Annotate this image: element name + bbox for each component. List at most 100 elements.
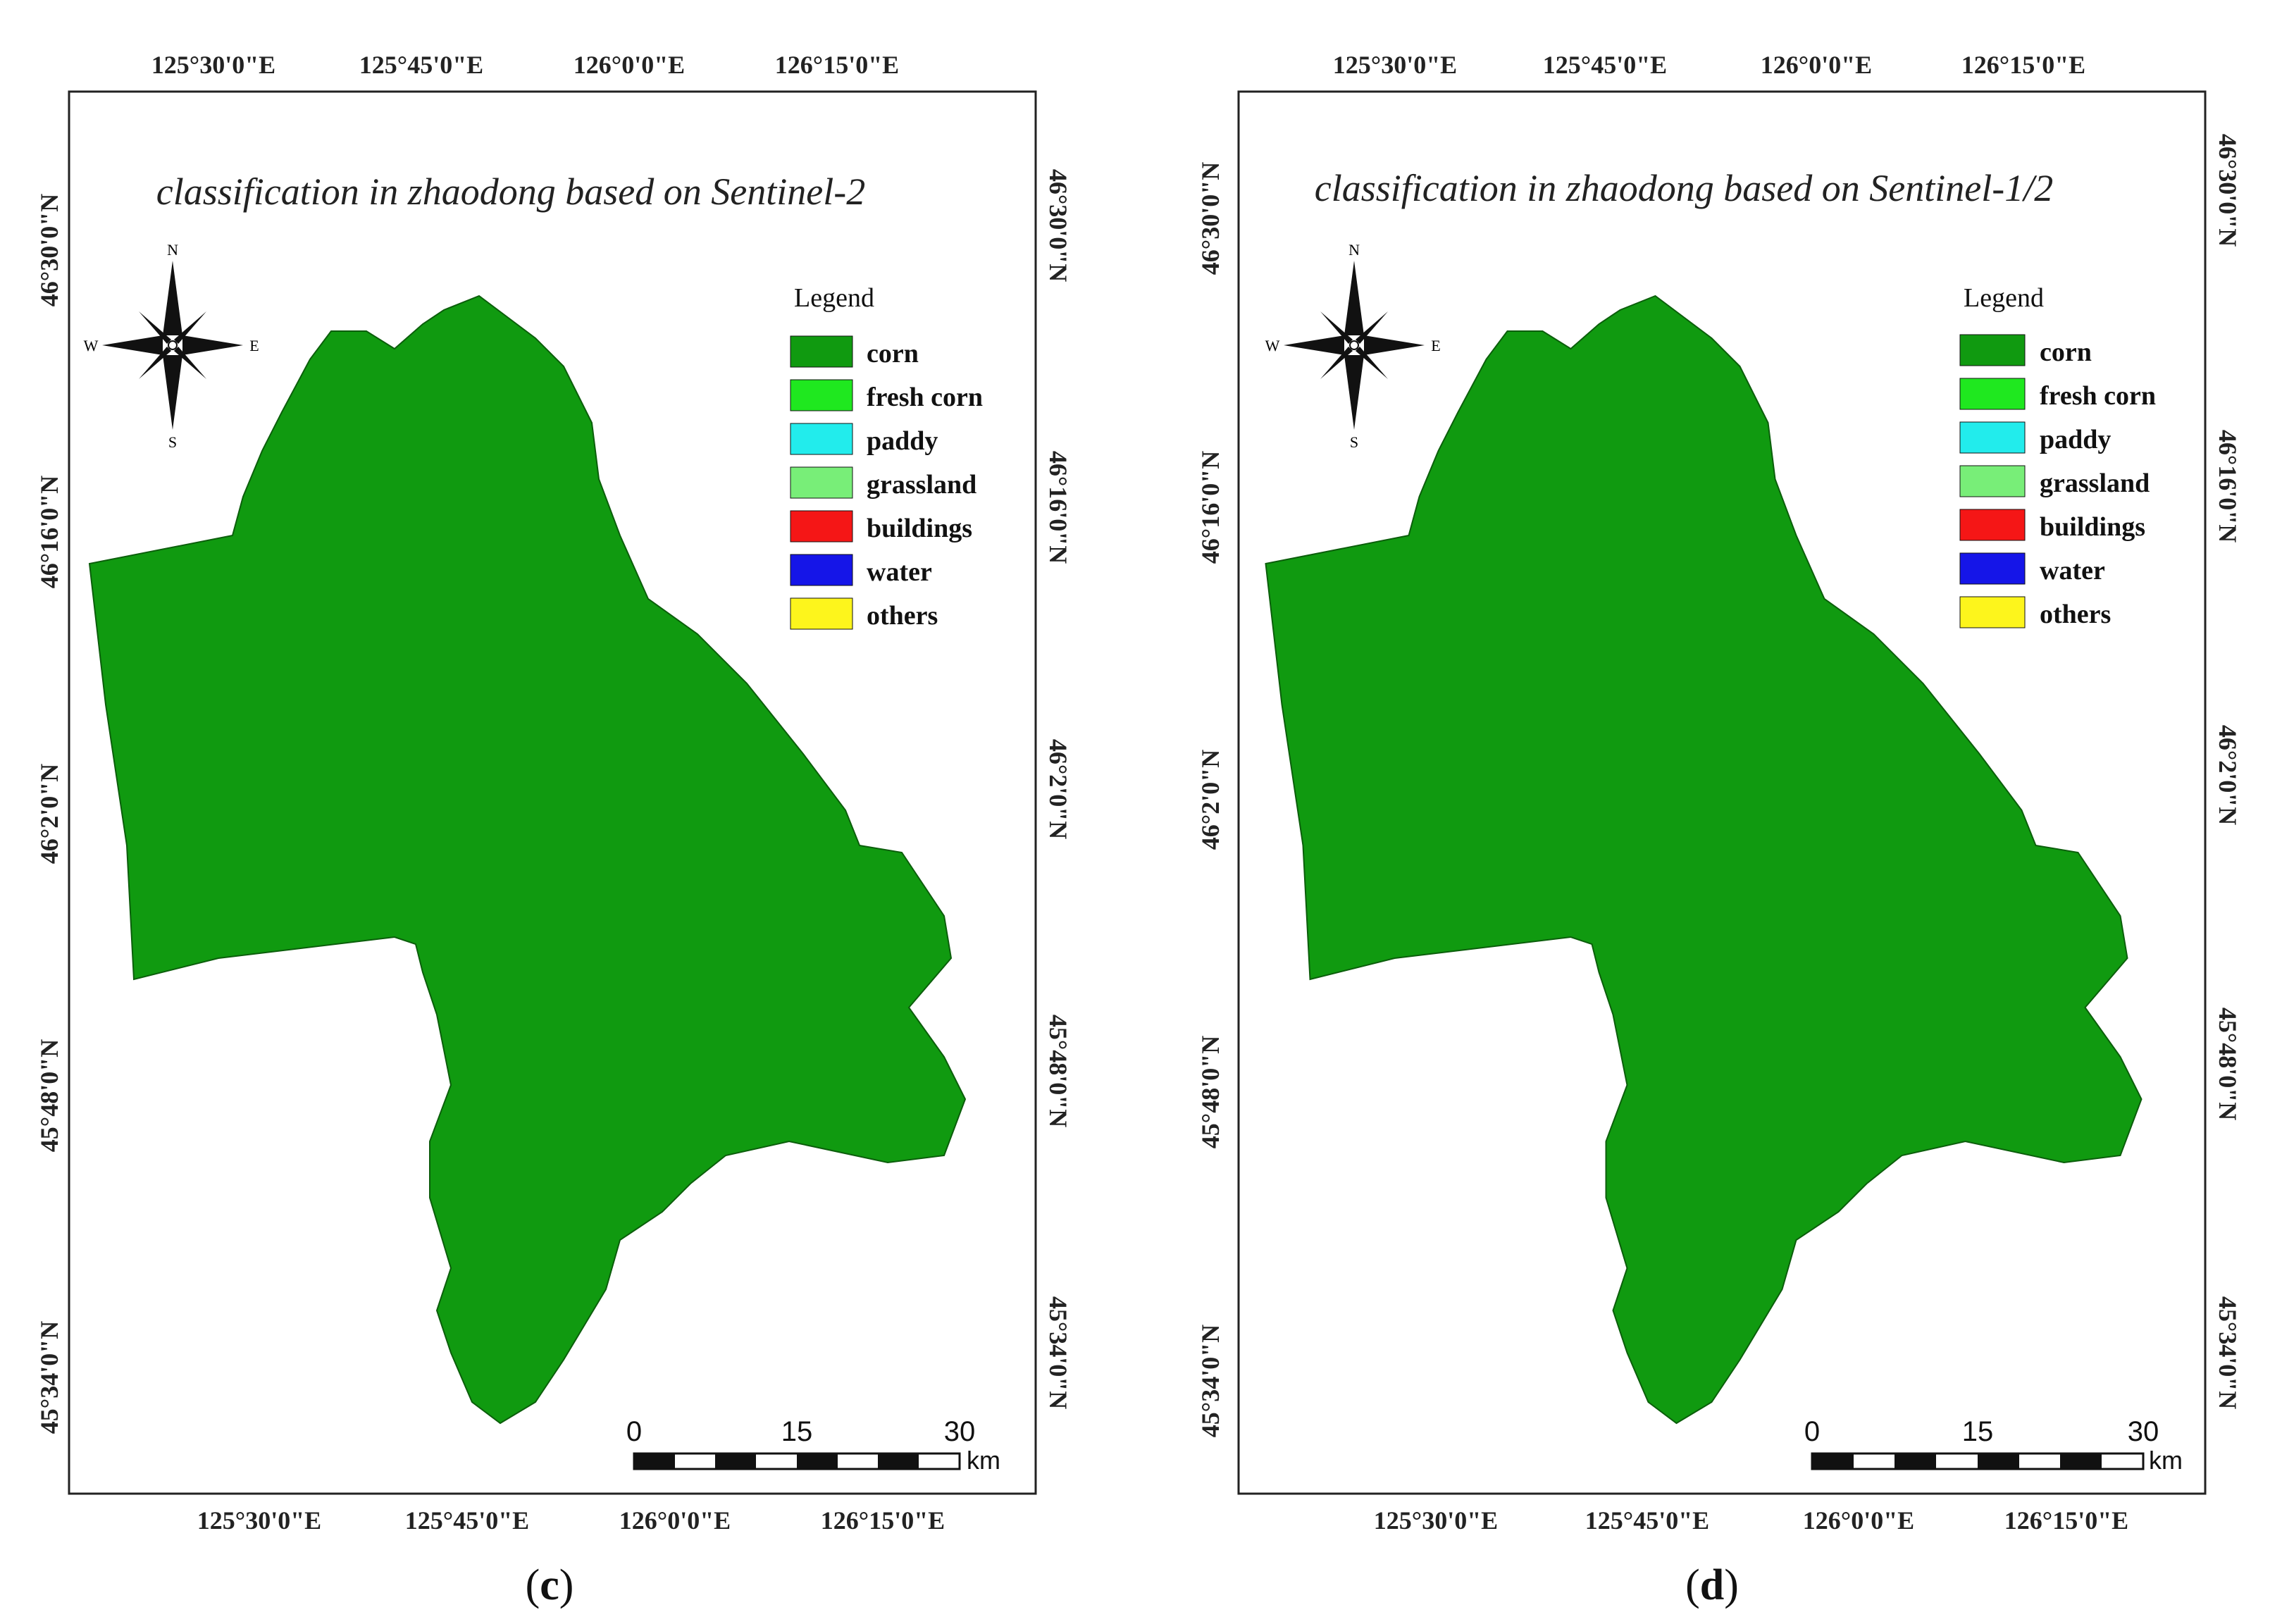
scale-segment: [797, 1453, 838, 1469]
right-lat-label: 45°48'0"N: [1044, 1015, 1072, 1127]
right-latitude-labels: 46°30'0"N 46°16'0"N 46°2'0"N 45°48'0"N 4…: [2214, 134, 2242, 1409]
compass-e-label: E: [1431, 337, 1440, 354]
scale-tick-label: 0: [1804, 1416, 1820, 1447]
scale-segment: [1895, 1453, 1936, 1469]
legend-label: paddy: [867, 426, 938, 456]
caption-open: (: [526, 1561, 540, 1609]
legend-title: Legend: [794, 283, 874, 313]
bottom-lon-label: 125°30'0"E: [197, 1506, 321, 1535]
compass-diagonal: [139, 311, 171, 344]
legend-label: buildings: [867, 514, 972, 543]
compass-south-arrow: [163, 355, 182, 430]
compass-south-arrow: [1344, 355, 1364, 430]
top-lon-label: 125°45'0"E: [1543, 51, 1667, 79]
right-lat-label: 46°2'0"N: [1044, 739, 1072, 839]
compass-diagonal: [139, 347, 171, 379]
bottom-lon-label: 125°30'0"E: [1374, 1506, 1498, 1535]
legend-swatch-fresh-corn: [790, 379, 853, 411]
left-lat-label: 46°16'0"N: [35, 476, 63, 588]
top-lon-label: 126°15'0"E: [775, 51, 899, 79]
legend-swatch-water: [790, 554, 853, 586]
legend-label: others: [867, 601, 938, 631]
scale-segment: [2060, 1453, 2102, 1469]
scale-bar: 0 15 30 km: [1804, 1416, 2183, 1475]
scale-segment: [715, 1453, 756, 1469]
left-lat-label: 46°16'0"N: [1196, 451, 1224, 564]
compass-diagonal: [174, 347, 206, 379]
classification-map: [1261, 296, 2142, 1423]
panel-caption: (c): [526, 1561, 574, 1609]
right-lat-label: 46°2'0"N: [2214, 725, 2242, 825]
legend-label: corn: [2040, 337, 2092, 367]
bottom-longitude-labels: 125°30'0"E 125°45'0"E 126°0'0"E 126°15'0…: [1374, 1506, 2128, 1535]
compass-diagonal: [1356, 311, 1388, 344]
compass-w-label: W: [1265, 337, 1280, 354]
right-lat-label: 45°48'0"N: [2214, 1008, 2242, 1120]
scale-segment: [1812, 1453, 1854, 1469]
compass-east-arrow: [182, 335, 243, 355]
left-lat-label: 45°34'0"N: [1196, 1325, 1224, 1437]
legend-label: paddy: [2040, 425, 2111, 454]
compass-s-label: S: [1350, 433, 1358, 451]
compass-diagonal: [1320, 347, 1353, 379]
panel-caption: (d): [1685, 1561, 1739, 1609]
scale-tick-label: 0: [626, 1416, 642, 1447]
scale-tick-label: 30: [2128, 1416, 2159, 1447]
legend-label: fresh corn: [2040, 381, 2156, 411]
top-longitude-labels: 125°30'0"E 125°45'0"E 126°0'0"E 126°15'0…: [1333, 51, 2085, 79]
legend-label: grassland: [867, 470, 976, 500]
legend-swatch-others: [790, 597, 853, 630]
caption-letter: d: [1700, 1561, 1724, 1609]
compass-east-arrow: [1364, 335, 1425, 355]
top-lon-label: 126°15'0"E: [1961, 51, 2085, 79]
compass-rose: N S E W: [1265, 241, 1441, 451]
panel-c: 125°30'0"E 125°45'0"E 126°0'0"E 126°15'0…: [0, 0, 1099, 1620]
map-panel-c: 125°30'0"E 125°45'0"E 126°0'0"E 126°15'0…: [35, 51, 1072, 1609]
legend-label: water: [2040, 556, 2105, 585]
scale-segment: [1978, 1453, 2019, 1469]
legend-swatch-grassland: [790, 466, 853, 499]
right-lat-label: 46°30'0"N: [1044, 169, 1072, 282]
legend-item: fresh corn: [790, 379, 983, 412]
left-lat-label: 46°30'0"N: [35, 194, 63, 306]
caption-open: (: [1685, 1561, 1700, 1609]
compass-west-arrow: [102, 335, 163, 355]
scale-unit: km: [2149, 1446, 2183, 1475]
scale-tick-label: 15: [1962, 1416, 1994, 1447]
map-title: classification in zhaodong based on Sent…: [1315, 167, 2053, 209]
caption-close: ): [1724, 1561, 1739, 1609]
legend-label: others: [2040, 600, 2111, 629]
legend-swatch-corn: [790, 335, 853, 368]
compass-diagonal: [174, 311, 206, 344]
left-latitude-labels: 46°30'0"N 46°16'0"N 46°2'0"N 45°48'0"N 4…: [35, 194, 63, 1434]
legend-swatch-paddy: [1959, 421, 2026, 454]
bottom-lon-label: 126°0'0"E: [619, 1506, 731, 1535]
legend-label: water: [867, 557, 932, 587]
bottom-lon-label: 126°0'0"E: [1803, 1506, 1914, 1535]
scale-segment: [878, 1453, 919, 1469]
legend-item: others: [790, 597, 938, 631]
legend-item: corn: [1959, 334, 2092, 367]
legend-swatch-water: [1959, 552, 2026, 585]
legend-title: Legend: [1964, 283, 2044, 313]
legend-label: grassland: [2040, 469, 2150, 498]
caption-letter: c: [540, 1561, 559, 1609]
compass-center: [1349, 340, 1359, 350]
compass-diagonal: [1320, 311, 1353, 344]
compass-west-arrow: [1284, 335, 1344, 355]
top-longitude-labels: 125°30'0"E 125°45'0"E 126°0'0"E 126°15'0…: [151, 51, 899, 79]
compass-s-label: S: [168, 433, 177, 451]
scale-bar: 0 15 30 km: [626, 1416, 1000, 1475]
legend-item: water: [1959, 552, 2105, 585]
map-title: classification in zhaodong based on Sent…: [156, 171, 865, 213]
legend-swatch-buildings: [1959, 509, 2026, 541]
top-lon-label: 126°0'0"E: [573, 51, 685, 79]
right-lat-label: 46°16'0"N: [1044, 451, 1072, 564]
legend-swatch-fresh-corn: [1959, 378, 2026, 410]
compass-north-arrow: [1344, 261, 1364, 335]
bottom-longitude-labels: 125°30'0"E 125°45'0"E 126°0'0"E 126°15'0…: [197, 1506, 945, 1535]
legend-label: corn: [867, 339, 919, 368]
left-lat-label: 46°2'0"N: [1196, 750, 1224, 850]
legend: Legend corn fresh corn paddy grassland b…: [790, 283, 983, 631]
top-lon-label: 125°45'0"E: [359, 51, 483, 79]
